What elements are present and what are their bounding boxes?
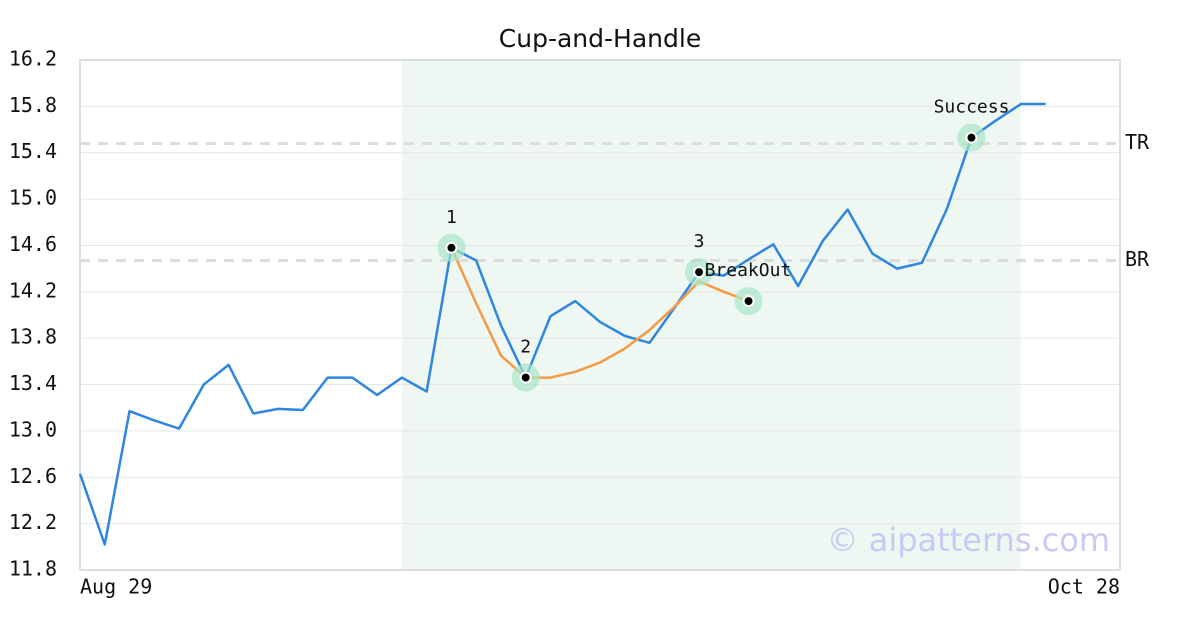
- y-tick-label: 13.8: [9, 325, 57, 349]
- marker: [693, 266, 706, 279]
- plot-border: [79, 59, 1121, 571]
- marker-label: Success: [934, 97, 1010, 118]
- y-tick-label: 16.2: [9, 47, 57, 71]
- level-label: BR: [1125, 247, 1150, 271]
- watermark: © aipatterns.com: [827, 521, 1110, 559]
- marker-label: 3: [694, 231, 705, 252]
- highlight-region: [401, 60, 1021, 570]
- y-tick-label: 14.2: [9, 278, 57, 302]
- marker: [519, 371, 532, 384]
- y-tick-label: 14.6: [9, 232, 57, 256]
- y-tick-label: 12.2: [9, 510, 57, 534]
- series-line: [78, 102, 1046, 546]
- y-tick-label: 15.0: [9, 186, 57, 210]
- marker: [742, 295, 755, 308]
- y-tick-label: 15.4: [9, 139, 57, 163]
- x-tick-label: Aug 29: [80, 575, 152, 599]
- marker: [965, 131, 978, 144]
- marker-label: 2: [520, 337, 531, 358]
- y-tick-label: 15.8: [9, 93, 57, 117]
- marker-label: 1: [446, 207, 457, 228]
- level-label: TR: [1125, 130, 1150, 154]
- marker-label: BreakOut: [705, 260, 792, 281]
- x-tick-label: Oct 28: [1048, 575, 1120, 599]
- y-tick-label: 11.8: [9, 557, 57, 581]
- y-tick-label: 13.4: [9, 371, 57, 395]
- y-tick-label: 13.0: [9, 417, 57, 441]
- y-tick-label: 12.6: [9, 464, 57, 488]
- marker: [445, 241, 458, 254]
- chart-title: Cup-and-Handle: [499, 24, 701, 53]
